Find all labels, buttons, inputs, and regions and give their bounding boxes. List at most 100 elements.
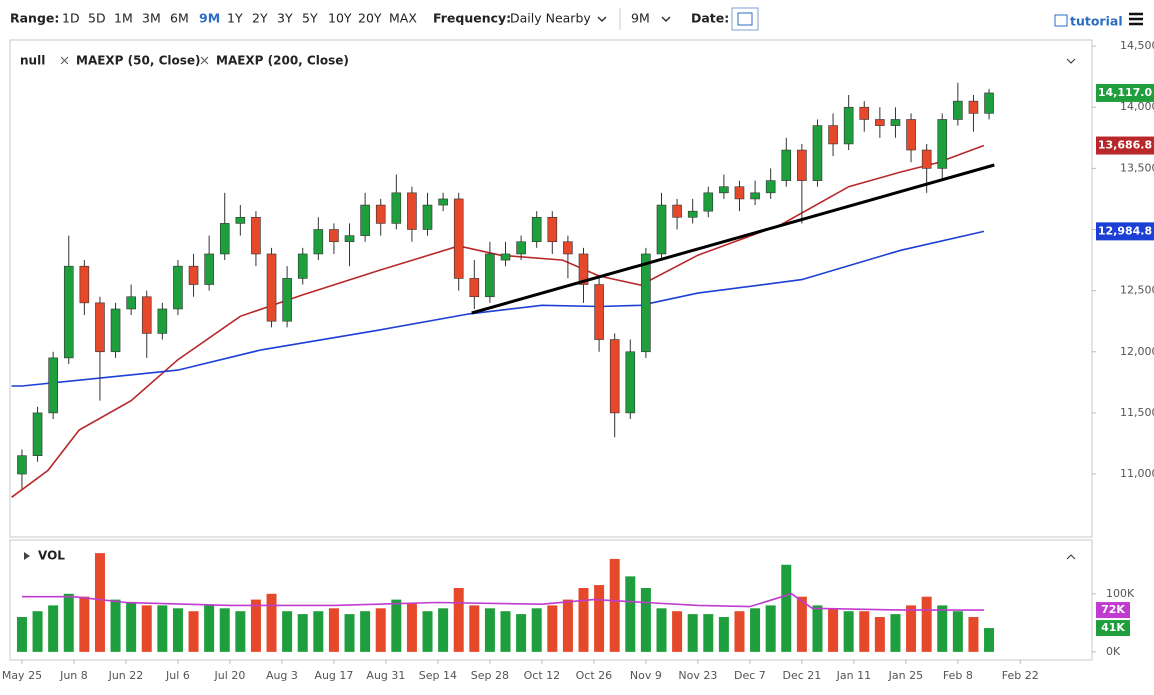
volume-bar xyxy=(360,611,371,652)
range-button[interactable]: 10Y xyxy=(328,11,352,26)
x-tick-label: Jul 20 xyxy=(214,669,246,682)
frequency-select[interactable]: Daily Nearby xyxy=(510,11,591,26)
x-tick-label: Oct 12 xyxy=(524,669,561,682)
candle-body xyxy=(968,100,979,114)
candle-body xyxy=(251,216,261,255)
candle-body xyxy=(173,265,183,310)
range-button[interactable]: 5Y xyxy=(302,11,318,26)
x-tick-label: Feb 22 xyxy=(1002,669,1039,682)
candle-body xyxy=(625,351,636,414)
volume-bar xyxy=(516,614,527,652)
volume-bar xyxy=(578,587,589,652)
volume-bar xyxy=(765,605,776,652)
trendline xyxy=(471,163,995,315)
volume-bar xyxy=(984,628,995,652)
range-button[interactable]: 1M xyxy=(114,11,133,26)
calendar-button[interactable] xyxy=(731,7,759,31)
candle-body xyxy=(282,278,292,322)
volume-bar xyxy=(438,608,449,652)
candle-body xyxy=(422,204,433,230)
candle-body xyxy=(485,253,495,298)
price-label-box xyxy=(1096,83,1154,102)
range-button[interactable]: 3M xyxy=(142,11,161,26)
candle-body xyxy=(843,106,854,145)
volume-bar xyxy=(812,605,823,652)
volume-bar xyxy=(874,617,885,652)
volume-bar xyxy=(640,587,651,652)
candle-body xyxy=(921,149,932,169)
volume-label-box xyxy=(1096,620,1130,637)
candle-body xyxy=(188,265,199,285)
tutorial-link[interactable]: tutorial xyxy=(1070,14,1123,29)
candle-body xyxy=(32,412,43,456)
volume-bar xyxy=(687,614,698,652)
collapse-button[interactable] xyxy=(1066,554,1076,560)
range-button[interactable]: 20Y xyxy=(358,11,382,26)
candle-body xyxy=(391,192,402,224)
x-tick-label: Jan 11 xyxy=(836,669,871,682)
candle-body xyxy=(407,192,417,230)
remove-icon[interactable] xyxy=(60,56,69,65)
x-tick-label: Aug 17 xyxy=(314,669,353,682)
x-tick-label: Sep 28 xyxy=(471,669,509,682)
candle-body xyxy=(453,198,464,279)
remove-icon[interactable] xyxy=(200,56,209,65)
candle-body xyxy=(953,100,963,120)
volume-bar xyxy=(937,605,948,652)
range-button[interactable]: 6M xyxy=(170,11,189,26)
range-button[interactable]: 9M xyxy=(199,11,220,26)
candle-body xyxy=(17,455,27,475)
candle-body xyxy=(578,253,589,285)
volume-bar xyxy=(375,608,386,652)
x-tick-label: Nov 23 xyxy=(678,669,717,682)
candle-body xyxy=(344,235,355,243)
menu-button[interactable] xyxy=(1129,12,1143,26)
x-tick-label: Aug 31 xyxy=(366,669,405,682)
range-button[interactable]: 3Y xyxy=(277,11,293,26)
range-button[interactable]: 2Y xyxy=(252,11,268,26)
candle-body xyxy=(672,204,682,218)
price-label: 14,117.0 xyxy=(1098,86,1153,99)
volume-bar xyxy=(609,558,620,652)
candle-body xyxy=(937,119,948,169)
volume-label-box xyxy=(1096,602,1130,619)
y-tick-label: 14,500.0 xyxy=(1120,39,1154,52)
x-tick-label: Jun 22 xyxy=(108,669,144,682)
tutorial-icon xyxy=(1054,14,1068,27)
volume-bar xyxy=(890,614,901,652)
volume-label: 72K xyxy=(1101,603,1125,616)
candle-body xyxy=(141,296,152,334)
chevron xyxy=(661,16,671,23)
candle-body xyxy=(641,253,651,353)
volume-bar xyxy=(594,585,605,652)
range-button[interactable]: MAX xyxy=(389,11,417,26)
date-label: Date: xyxy=(691,11,729,26)
candle-body xyxy=(609,339,620,414)
y-tick-label: 12,000.0 xyxy=(1120,345,1154,358)
volume-bar xyxy=(703,614,714,652)
price-label: 12,984.8 xyxy=(1098,224,1152,237)
period-select[interactable]: 9M xyxy=(631,11,650,26)
volume-bar xyxy=(219,608,230,652)
candle-body xyxy=(469,278,480,298)
range-button[interactable]: 5D xyxy=(88,11,106,26)
range-button[interactable]: 1D xyxy=(62,11,80,26)
price-label-box xyxy=(1096,222,1154,241)
candle-body xyxy=(734,186,745,200)
x-tick-label: Feb 8 xyxy=(943,669,973,682)
collapse-button[interactable] xyxy=(1066,58,1076,64)
legend-entry: MAEXP (200, Close) xyxy=(216,54,349,68)
candle-body xyxy=(375,204,386,224)
volume-bar xyxy=(235,611,246,652)
volume-bar xyxy=(172,608,183,652)
candle-body xyxy=(547,216,558,243)
volume-bar xyxy=(672,611,683,652)
volume-bar xyxy=(453,587,464,652)
candle-body xyxy=(329,229,339,243)
volume-bar xyxy=(843,611,854,652)
volume-average xyxy=(22,592,984,611)
x-tick-label: Nov 9 xyxy=(630,669,662,682)
range-button[interactable]: 1Y xyxy=(227,11,243,26)
candle-body xyxy=(110,308,121,353)
x-tick-label: Jun 8 xyxy=(59,669,88,682)
